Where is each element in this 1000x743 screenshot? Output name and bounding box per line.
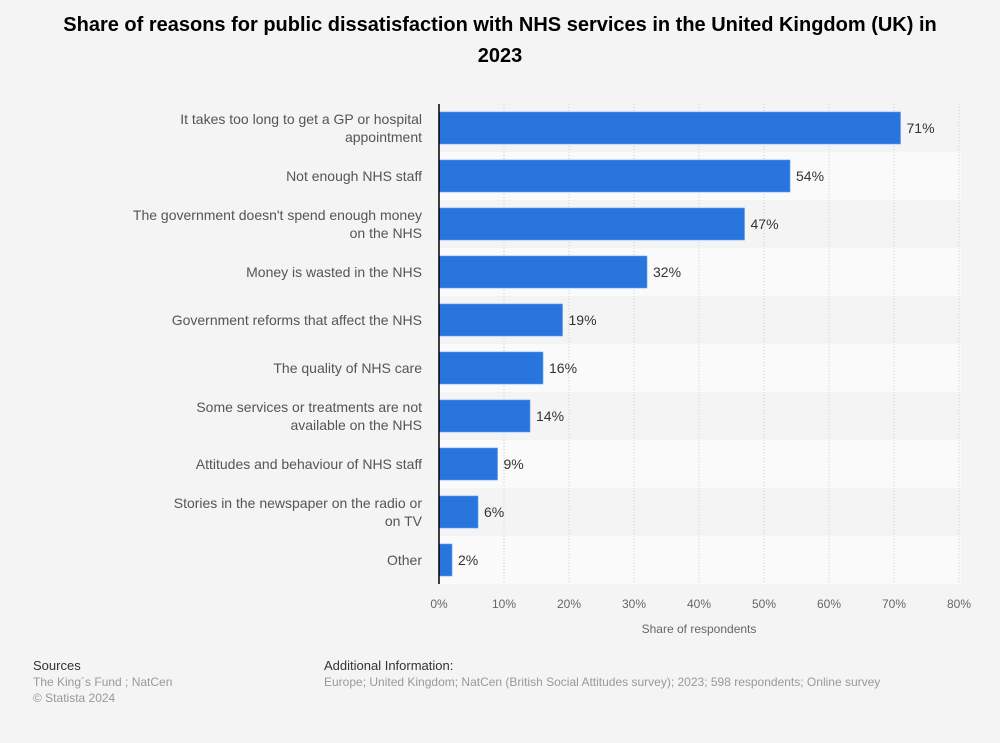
bar-chart: 0% 10% 20% 30% 40% 50% 60% 70% 80% Share of respo… <box>133 104 971 636</box>
x-tick-label: 10% <box>492 597 516 611</box>
sources-line[interactable]: The King´s Fund ; NatCen <box>33 675 173 689</box>
data-label: 19% <box>569 312 597 328</box>
x-tick-label: 0% <box>430 597 448 611</box>
x-axis-label: Share of respondents <box>642 622 757 636</box>
x-tick-label: 80% <box>947 597 971 611</box>
category-label: Some services or treatments are not <box>196 399 422 415</box>
data-label: 32% <box>653 264 681 280</box>
category-label: The quality of NHS care <box>273 360 422 376</box>
bar <box>438 303 563 337</box>
row-band <box>439 440 961 488</box>
category-label: Money is wasted in the NHS <box>246 264 422 280</box>
data-label: 14% <box>536 408 564 424</box>
row-band <box>439 536 961 584</box>
category-label: on the NHS <box>350 225 422 241</box>
info-heading: Additional Information: <box>324 658 454 673</box>
sources-heading: Sources <box>33 658 81 673</box>
data-label: 71% <box>907 120 935 136</box>
category-label: The government doesn't spend enough mone… <box>133 207 422 223</box>
bar <box>438 399 531 433</box>
x-tick-label: 20% <box>557 597 581 611</box>
data-label: 47% <box>751 216 779 232</box>
category-label: Stories in the newspaper on the radio or <box>174 495 423 511</box>
info-text: Europe; United Kingdom; NatCen (British … <box>324 675 881 689</box>
x-tick-label: 30% <box>622 597 646 611</box>
chart-title: Share of reasons for public dissatisfact… <box>63 14 937 67</box>
bar <box>438 447 498 481</box>
category-label: Government reforms that affect the NHS <box>172 312 422 328</box>
category-label: on TV <box>385 513 423 529</box>
category-label: Not enough NHS staff <box>286 168 422 184</box>
bar <box>438 543 453 577</box>
bar <box>438 207 745 241</box>
x-tick-label: 60% <box>817 597 841 611</box>
bar <box>438 351 544 385</box>
category-label: appointment <box>345 129 422 145</box>
data-label: 2% <box>458 552 478 568</box>
data-label: 54% <box>796 168 824 184</box>
data-label: 6% <box>484 504 504 520</box>
x-tick-label: 50% <box>752 597 776 611</box>
x-tick-label: 40% <box>687 597 711 611</box>
row-band <box>439 488 961 536</box>
bar <box>438 255 648 289</box>
data-label: 16% <box>549 360 577 376</box>
bar <box>438 111 901 145</box>
copyright: © Statista 2024 <box>33 691 116 705</box>
category-label: Other <box>387 552 422 568</box>
sources: Sources The King´s Fund ; NatCen © Stati… <box>33 658 172 706</box>
category-label: It takes too long to get a GP or hospita… <box>180 111 422 127</box>
x-tick-label: 70% <box>882 597 906 611</box>
category-label: Attitudes and behaviour of NHS staff <box>196 456 422 472</box>
category-label: available on the NHS <box>290 417 422 433</box>
bar <box>438 495 479 529</box>
bar <box>438 159 791 193</box>
additional-info: Additional Information: Europe; United K… <box>324 658 880 690</box>
data-label: 9% <box>504 456 524 472</box>
